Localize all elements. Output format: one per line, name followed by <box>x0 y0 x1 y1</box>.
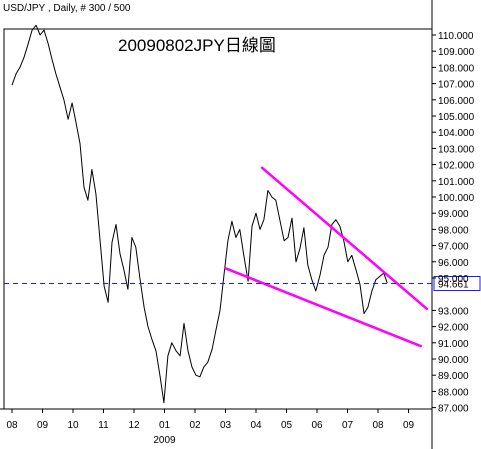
chart-title: 20090802JPY日線圖 <box>118 36 276 55</box>
trendline-lower-support <box>224 267 422 348</box>
x-tick-label: 07 <box>342 420 354 431</box>
y-tick-label: 103.000 <box>438 144 475 155</box>
x-tick-label: 08 <box>6 420 18 431</box>
y-tick-label: 109.000 <box>438 47 475 58</box>
y-tick-label: 104.000 <box>438 128 475 139</box>
y-tick-label: 89.000 <box>438 371 469 382</box>
time-axis: 08 09 10 11 12 01 02 03 04 05 06 07 08 09 2009 <box>6 409 414 446</box>
trendline-upper-resistance <box>260 166 429 311</box>
y-tick-label: 105.000 <box>438 112 475 123</box>
y-tick-label: 90.000 <box>438 355 469 366</box>
y-tick-label: 100.000 <box>438 193 475 204</box>
y-tick-label: 97.000 <box>438 242 469 253</box>
x-tick-label: 09 <box>37 420 49 431</box>
y-tick-label: 91.000 <box>438 339 469 350</box>
current-price-label: 94.661 <box>438 279 469 290</box>
y-tick-label: 95.000 <box>438 274 469 285</box>
price-series-line <box>11 24 388 404</box>
x-tick-label: 03 <box>220 420 232 431</box>
x-tick-label: 04 <box>250 420 262 431</box>
x-tick-label: 08 <box>372 420 384 431</box>
y-tick-label: 102.000 <box>438 161 475 172</box>
price-series <box>11 24 388 404</box>
y-tick-label: 87.000 <box>438 404 469 415</box>
y-tick-label: 96.000 <box>438 258 469 269</box>
current-price: 94.661 <box>4 275 481 291</box>
y-tick-label: 88.000 <box>438 387 469 398</box>
y-tick-label: 99.000 <box>438 209 469 220</box>
x-year-label: 2009 <box>153 435 176 446</box>
x-tick-label: 02 <box>189 420 201 431</box>
current-price-box <box>433 275 481 291</box>
trendlines <box>224 166 429 348</box>
y-tick-label: 101.000 <box>438 177 475 188</box>
y-tick-label: 92.000 <box>438 323 469 334</box>
x-tick-label: 05 <box>281 420 293 431</box>
symbol-info: USD/JPY , Daily, # 300 / 500 <box>3 3 131 14</box>
y-tick-label: 93.000 <box>438 306 469 317</box>
y-tick-label: 110.000 <box>438 31 474 42</box>
x-tick-label: 09 <box>403 420 415 431</box>
x-tick-label: 01 <box>159 420 171 431</box>
x-tick-label: 06 <box>311 420 323 431</box>
y-tick-label: 106.000 <box>438 96 475 107</box>
y-tick-label: 108.000 <box>438 63 475 74</box>
price-axis: 110.000 109.000 108.000 107.000 106.000 105.0… <box>432 31 475 415</box>
x-tick-label: 10 <box>67 420 79 431</box>
x-tick-label: 12 <box>128 420 140 431</box>
x-tick-label: 11 <box>98 420 109 431</box>
y-tick-label: 107.000 <box>438 80 475 91</box>
y-tick-label: 98.000 <box>438 225 469 236</box>
